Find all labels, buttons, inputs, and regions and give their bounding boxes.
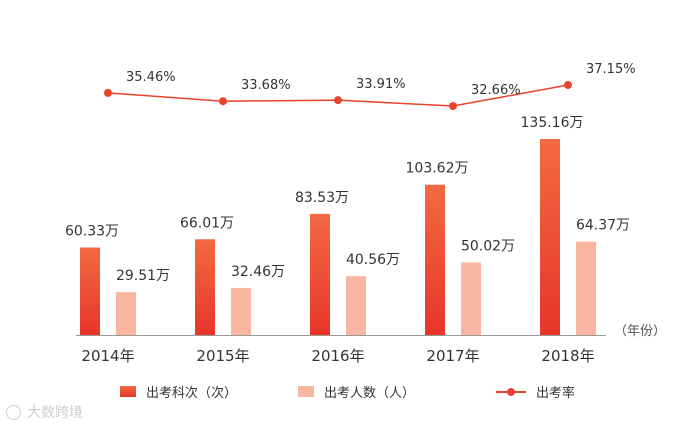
legend: 出考科次（次） 出考人数（人） 出考率 bbox=[0, 382, 700, 404]
data-label-persons-2: 40.56万 bbox=[346, 252, 400, 268]
bar-subjects-0[interactable] bbox=[80, 247, 100, 335]
watermark: 大数跨境 bbox=[6, 402, 83, 422]
data-label-persons-4: 64.37万 bbox=[576, 218, 630, 234]
legend-swatch-subjects bbox=[120, 386, 136, 397]
rate-label-1: 33.68% bbox=[241, 78, 291, 93]
rate-line-group: 35.46% 33.68% 33.91% 32.66% 37.15% bbox=[104, 62, 636, 110]
rate-point-1[interactable] bbox=[219, 97, 227, 106]
bar-subjects-4[interactable] bbox=[540, 139, 560, 335]
rate-point-2[interactable] bbox=[334, 96, 342, 105]
bars-group bbox=[80, 139, 596, 335]
rate-label-0: 35.46% bbox=[126, 70, 176, 85]
rate-label-3: 32.66% bbox=[471, 83, 521, 98]
x-axis-unit-label: （年份） bbox=[614, 324, 666, 339]
legend-item-rate[interactable]: 出考率 bbox=[496, 382, 575, 401]
bar-persons-4[interactable] bbox=[576, 241, 596, 335]
bar-persons-0[interactable] bbox=[116, 292, 136, 335]
bar-subjects-3[interactable] bbox=[425, 184, 445, 335]
data-label-subjects-3: 103.62万 bbox=[406, 161, 469, 177]
data-label-subjects-0: 60.33万 bbox=[65, 224, 119, 240]
brand-logo-icon bbox=[6, 404, 21, 420]
rate-label-2: 33.91% bbox=[356, 77, 406, 92]
legend-swatch-rate bbox=[496, 386, 526, 397]
x-tick-labels: 2014年 2015年 2016年 2017年 2018年 bbox=[81, 347, 594, 365]
legend-swatch-persons bbox=[298, 386, 314, 397]
legend-label-persons: 出考人数（人） bbox=[324, 386, 416, 401]
data-label-subjects-2: 83.53万 bbox=[295, 190, 349, 206]
bar-subjects-2[interactable] bbox=[310, 213, 330, 335]
x-tick-label-3: 2017年 bbox=[426, 347, 479, 365]
rate-point-4[interactable] bbox=[564, 81, 572, 89]
rate-point-3[interactable] bbox=[449, 102, 457, 110]
bar-persons-1[interactable] bbox=[231, 287, 251, 335]
rate-point-0[interactable] bbox=[104, 88, 112, 97]
data-label-persons-3: 50.02万 bbox=[461, 238, 515, 254]
x-tick-label-0: 2014年 bbox=[81, 347, 134, 365]
legend-label-rate: 出考率 bbox=[536, 386, 576, 401]
data-label-subjects-4: 135.16万 bbox=[521, 115, 584, 131]
x-tick-label-2: 2016年 bbox=[311, 347, 364, 365]
bar-labels-group: 60.33万 29.51万 66.01万 32.46万 83.53万 40.56万 103.… bbox=[65, 115, 630, 284]
x-tick-label-1: 2015年 bbox=[196, 347, 249, 365]
data-label-persons-1: 32.46万 bbox=[231, 264, 285, 280]
x-tick-label-4: 2018年 bbox=[541, 347, 594, 365]
data-label-subjects-1: 66.01万 bbox=[180, 215, 234, 231]
rate-label-4: 37.15% bbox=[586, 62, 636, 77]
bar-subjects-1[interactable] bbox=[195, 239, 215, 335]
bar-persons-3[interactable] bbox=[461, 262, 481, 335]
legend-item-subjects[interactable]: 出考科次（次） bbox=[120, 382, 237, 401]
watermark-text: 大数跨境 bbox=[27, 405, 83, 421]
legend-item-persons[interactable]: 出考人数（人） bbox=[298, 382, 415, 401]
legend-label-subjects: 出考科次（次） bbox=[146, 386, 238, 401]
bar-persons-2[interactable] bbox=[346, 276, 366, 335]
data-label-persons-0: 29.51万 bbox=[116, 268, 170, 284]
